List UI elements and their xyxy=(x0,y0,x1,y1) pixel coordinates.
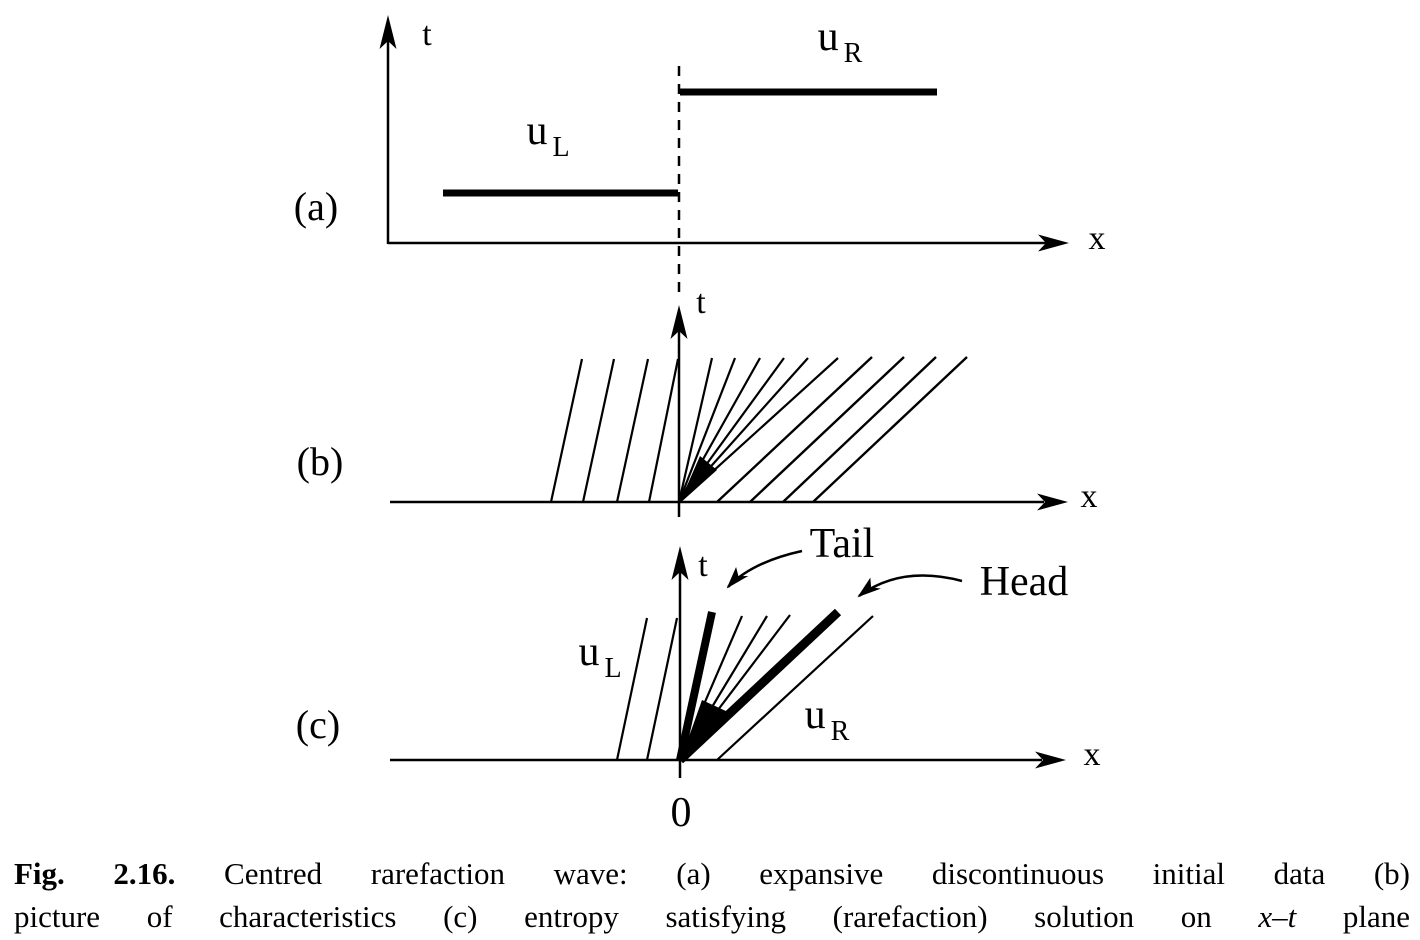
panel-a-letter: (a) xyxy=(293,184,339,229)
panel-c-letter: (c) xyxy=(295,702,341,747)
panel-c-origin-label: 0 xyxy=(670,790,692,836)
characteristic-line xyxy=(716,356,873,503)
panel-c-x-axis-label: x xyxy=(1083,736,1101,773)
left-state-subscript: L xyxy=(552,132,570,163)
panel-a-t-axis-arrowhead-icon xyxy=(379,15,397,49)
caption-line-2: picture of characteristics (c) entropy s… xyxy=(14,895,1410,938)
panel-a-x-axis-label: x xyxy=(1088,220,1106,257)
characteristic-line xyxy=(549,358,584,503)
right-state-base: u xyxy=(804,692,826,738)
characteristic-line xyxy=(647,358,680,503)
characteristic-line xyxy=(782,356,937,503)
panel-b-x-axis-arrowhead-icon xyxy=(1037,493,1068,511)
panel-b-left-characteristics xyxy=(549,358,680,503)
panel-c-x-axis-arrowhead-icon xyxy=(1035,751,1066,769)
head-annotation-label: Head xyxy=(979,559,1069,605)
characteristic-line xyxy=(749,356,905,503)
panel-a-x-axis-arrowhead-icon xyxy=(1038,234,1069,252)
panel-c-t-axis-arrowhead-icon xyxy=(671,546,689,580)
caption-line-1-text: Centred rarefaction wave: (a) expansive … xyxy=(175,856,1410,891)
panel-c-fan-origin-wedge xyxy=(680,700,728,762)
panel-c-head-line xyxy=(676,608,842,764)
panel-b-t-axis-arrowhead-icon xyxy=(670,305,688,339)
characteristic-line xyxy=(645,617,679,761)
panel-c-tail-line xyxy=(676,611,716,761)
panel-c-linework xyxy=(390,546,1066,778)
figure-caption: Fig. 2.16. Centred rarefaction wave: (a)… xyxy=(14,852,1410,938)
caption-line-1: Fig. 2.16. Centred rarefaction wave: (a)… xyxy=(14,852,1410,895)
caption-line-2-end: plane xyxy=(1296,899,1410,934)
fan-line xyxy=(677,357,737,503)
tail-pointer-arrow-icon xyxy=(726,549,803,589)
caption-xt-plane-math: x–t xyxy=(1258,899,1297,934)
fan-line xyxy=(677,357,714,503)
panel-b-fan-origin-wedge xyxy=(679,456,717,504)
left-state-base: u xyxy=(578,629,600,675)
right-state-subscript: R xyxy=(843,38,863,69)
head-pointer-arrow-icon xyxy=(857,574,963,598)
characteristic-line xyxy=(812,356,968,503)
left-state-base: u xyxy=(526,108,548,154)
panel-b-right-characteristics xyxy=(716,356,968,503)
tail-annotation-label: Tail xyxy=(809,521,875,567)
left-state-subscript: L xyxy=(604,653,622,684)
panel-c-right-characteristic xyxy=(716,615,874,761)
panel-c-left-characteristics xyxy=(615,617,679,761)
caption-figure-number: Fig. 2.16. xyxy=(14,856,176,891)
characteristic-line xyxy=(615,358,650,503)
panel-c-t-axis-label: t xyxy=(698,547,708,584)
panel-a-linework xyxy=(379,15,1069,297)
characteristic-line xyxy=(581,358,616,503)
right-state-base: u xyxy=(817,14,839,60)
panel-b-linework xyxy=(390,305,1068,517)
panel-a-t-axis-label: t xyxy=(422,16,432,53)
characteristic-line xyxy=(615,617,649,761)
right-state-subscript: R xyxy=(830,716,850,747)
panel-b-x-axis-label: x xyxy=(1080,478,1098,515)
panel-b-t-axis-label: t xyxy=(696,284,706,321)
caption-line-2-text: picture of characteristics (c) entropy s… xyxy=(14,899,1259,934)
panel-b-letter: (b) xyxy=(296,439,344,484)
